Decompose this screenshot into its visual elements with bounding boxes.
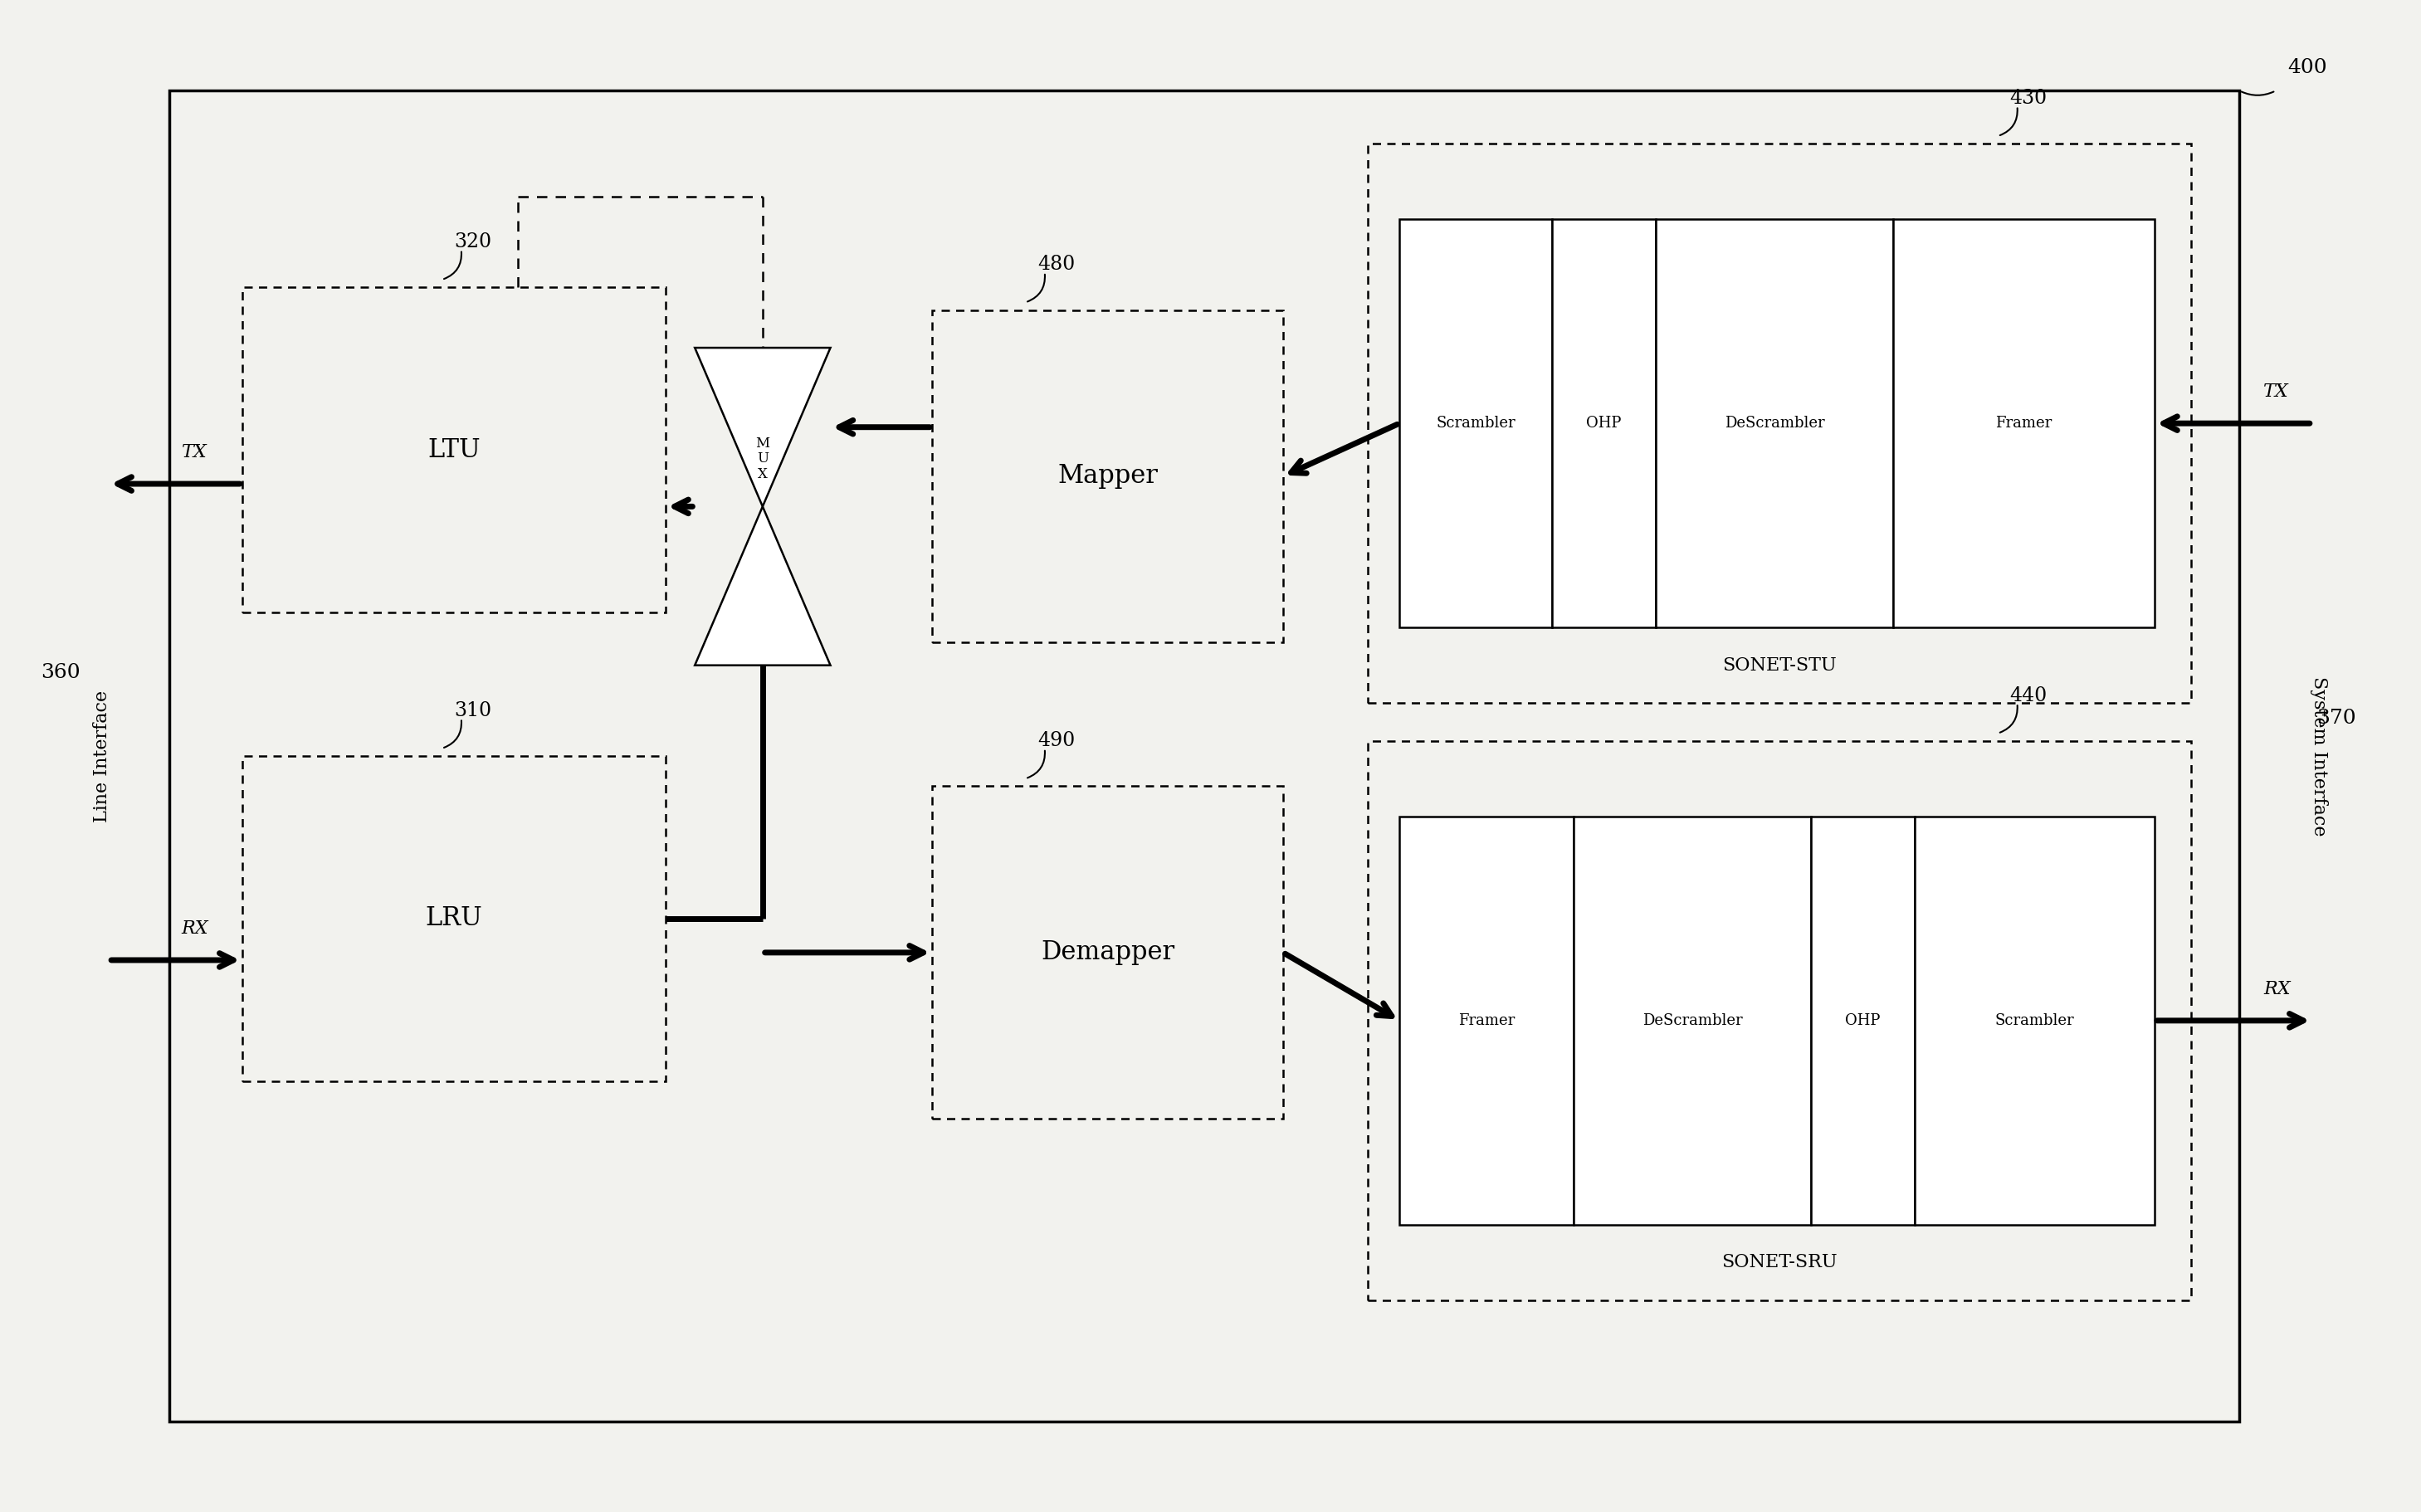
Bar bbox=[1368, 741, 2191, 1300]
Text: 320: 320 bbox=[455, 233, 491, 251]
Bar bbox=[1893, 219, 2155, 627]
Bar bbox=[242, 756, 666, 1081]
Text: TX: TX bbox=[2264, 383, 2290, 401]
Bar bbox=[932, 786, 1283, 1119]
Text: 310: 310 bbox=[455, 702, 491, 720]
Bar bbox=[1574, 816, 1811, 1225]
Text: 430: 430 bbox=[2009, 89, 2048, 107]
Text: SONET-SRU: SONET-SRU bbox=[1721, 1253, 1838, 1272]
Bar bbox=[932, 310, 1283, 643]
Text: RX: RX bbox=[182, 919, 208, 937]
Bar bbox=[1552, 219, 1656, 627]
Text: 490: 490 bbox=[1039, 732, 1075, 750]
Text: 400: 400 bbox=[2288, 59, 2327, 77]
Text: OHP: OHP bbox=[1586, 416, 1622, 431]
Text: DeScrambler: DeScrambler bbox=[1641, 1013, 1743, 1028]
Bar bbox=[1656, 219, 1893, 627]
Bar bbox=[242, 287, 666, 612]
Text: Framer: Framer bbox=[1995, 416, 2053, 431]
Text: LRU: LRU bbox=[426, 906, 482, 931]
Text: Scrambler: Scrambler bbox=[1995, 1013, 2075, 1028]
Text: Line Interface: Line Interface bbox=[92, 689, 111, 823]
Text: 480: 480 bbox=[1039, 256, 1075, 274]
Bar bbox=[1399, 816, 1574, 1225]
Text: RX: RX bbox=[2264, 980, 2290, 998]
Text: DeScrambler: DeScrambler bbox=[1724, 416, 1825, 431]
Text: Scrambler: Scrambler bbox=[1436, 416, 1516, 431]
Bar bbox=[169, 91, 2239, 1421]
Text: Demapper: Demapper bbox=[1041, 939, 1174, 966]
Text: TX: TX bbox=[182, 443, 208, 461]
Text: 370: 370 bbox=[2317, 709, 2356, 727]
Text: OHP: OHP bbox=[1845, 1013, 1881, 1028]
Bar bbox=[1915, 816, 2155, 1225]
Bar bbox=[1368, 144, 2191, 703]
Text: LTU: LTU bbox=[429, 437, 479, 463]
Text: SONET-STU: SONET-STU bbox=[1721, 656, 1838, 674]
Bar bbox=[1399, 219, 1552, 627]
Text: M
U
X: M U X bbox=[755, 437, 770, 481]
Text: Framer: Framer bbox=[1457, 1013, 1516, 1028]
Text: Mapper: Mapper bbox=[1058, 463, 1157, 490]
Text: 440: 440 bbox=[2009, 686, 2048, 705]
Text: 360: 360 bbox=[41, 664, 80, 682]
Polygon shape bbox=[695, 507, 830, 665]
Polygon shape bbox=[695, 348, 830, 507]
Text: System Interface: System Interface bbox=[2310, 676, 2329, 836]
Bar bbox=[1811, 816, 1915, 1225]
